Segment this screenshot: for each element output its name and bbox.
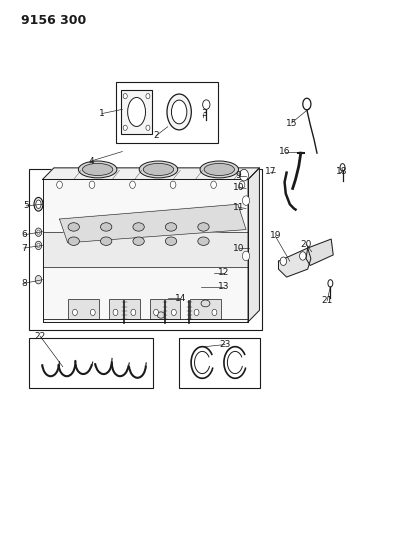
Text: 2: 2 [153, 131, 159, 140]
Circle shape [35, 241, 42, 249]
Ellipse shape [34, 197, 43, 211]
Text: 6: 6 [21, 230, 27, 239]
Circle shape [242, 196, 250, 205]
Ellipse shape [167, 94, 191, 130]
Circle shape [170, 181, 176, 189]
Text: 4: 4 [88, 157, 94, 166]
Ellipse shape [133, 237, 144, 245]
Bar [29, 338, 153, 388]
FancyBboxPatch shape [121, 90, 152, 134]
Text: 10: 10 [233, 244, 245, 253]
Text: 17: 17 [265, 167, 276, 176]
Text: 21: 21 [321, 296, 333, 305]
Text: 19: 19 [270, 231, 281, 240]
Text: 11: 11 [233, 203, 245, 212]
Text: 20: 20 [300, 240, 312, 249]
Text: 14: 14 [175, 294, 186, 303]
Text: 5: 5 [23, 201, 29, 211]
Ellipse shape [201, 300, 210, 307]
Ellipse shape [139, 161, 178, 178]
Circle shape [171, 309, 176, 316]
Circle shape [57, 181, 62, 189]
Circle shape [123, 93, 127, 99]
Text: 9156 300: 9156 300 [21, 14, 86, 27]
Text: 12: 12 [218, 268, 229, 277]
Ellipse shape [165, 223, 177, 231]
Text: 23: 23 [219, 340, 231, 349]
Bar [179, 338, 260, 388]
Ellipse shape [133, 223, 144, 231]
Bar [109, 299, 140, 319]
Ellipse shape [143, 164, 174, 175]
Ellipse shape [171, 100, 187, 124]
Text: 1: 1 [99, 109, 105, 118]
Ellipse shape [204, 164, 235, 175]
Bar [69, 299, 99, 319]
Bar [190, 299, 221, 319]
Circle shape [35, 276, 42, 284]
Ellipse shape [165, 237, 177, 245]
Circle shape [72, 309, 77, 316]
Bar [116, 82, 218, 142]
Circle shape [280, 257, 286, 265]
Circle shape [203, 100, 210, 109]
Circle shape [242, 251, 250, 261]
Ellipse shape [198, 237, 209, 245]
Text: 7: 7 [21, 244, 27, 253]
Circle shape [130, 181, 135, 189]
Polygon shape [248, 168, 259, 322]
Text: 18: 18 [335, 167, 347, 176]
Text: 16: 16 [279, 147, 290, 156]
Text: 13: 13 [218, 282, 229, 291]
Polygon shape [306, 239, 333, 265]
Ellipse shape [68, 237, 79, 245]
Text: 15: 15 [286, 118, 297, 127]
Circle shape [212, 309, 217, 316]
Circle shape [146, 93, 150, 99]
Text: 10: 10 [233, 183, 245, 192]
Circle shape [35, 228, 42, 237]
Polygon shape [42, 180, 248, 322]
Ellipse shape [101, 237, 112, 245]
Polygon shape [42, 232, 248, 266]
Circle shape [89, 181, 95, 189]
Circle shape [240, 169, 249, 181]
Ellipse shape [36, 200, 41, 208]
Circle shape [113, 309, 118, 316]
Bar [150, 299, 180, 319]
Polygon shape [279, 248, 311, 277]
Bar [29, 169, 262, 330]
Text: 8: 8 [21, 279, 27, 288]
Polygon shape [60, 204, 246, 243]
Circle shape [37, 230, 40, 235]
Text: 3: 3 [201, 109, 207, 118]
Ellipse shape [128, 98, 145, 126]
Circle shape [239, 181, 245, 189]
Circle shape [194, 309, 199, 316]
Text: 9: 9 [236, 171, 242, 180]
Circle shape [90, 309, 95, 316]
Ellipse shape [200, 161, 238, 178]
Ellipse shape [101, 223, 112, 231]
Circle shape [154, 309, 159, 316]
Circle shape [123, 125, 127, 131]
Circle shape [37, 243, 40, 247]
Polygon shape [42, 168, 259, 180]
Ellipse shape [68, 223, 79, 231]
Circle shape [146, 125, 150, 131]
Ellipse shape [157, 312, 164, 318]
Circle shape [131, 309, 136, 316]
Ellipse shape [79, 161, 117, 178]
Ellipse shape [198, 223, 209, 231]
Circle shape [211, 181, 217, 189]
Text: 22: 22 [35, 332, 46, 341]
Ellipse shape [83, 164, 113, 175]
Circle shape [300, 252, 306, 260]
